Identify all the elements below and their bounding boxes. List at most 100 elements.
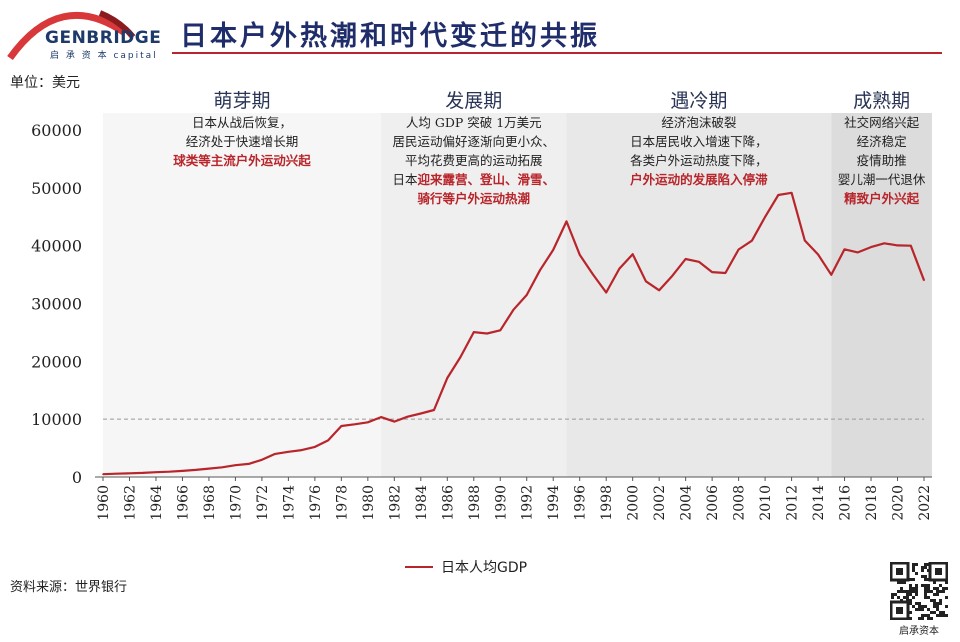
legend-swatch — [405, 566, 433, 568]
data-point — [287, 451, 290, 453]
data-point — [737, 248, 740, 251]
data-point — [592, 273, 594, 276]
highlight-text: 球类等主流户外运动兴起 — [173, 153, 311, 168]
data-point — [777, 194, 780, 196]
period-description: 经济泡沫破裂 日本居民收入增速下降， 各类户外运动热度下降， 户外运动的发展陷入停滞 — [579, 113, 819, 189]
data-point — [631, 253, 634, 255]
x-tick-label: 1974 — [281, 485, 297, 521]
x-tick-label: 1984 — [414, 485, 430, 521]
data-point — [102, 473, 104, 476]
x-tick-label: 1964 — [149, 485, 165, 521]
period-line: 疫情助推 — [762, 151, 960, 170]
x-tick-label: 2000 — [626, 485, 642, 521]
logo-name: GENBRIDGE — [45, 28, 162, 48]
data-point — [830, 274, 833, 276]
period-line: 精致户外兴起 — [762, 189, 960, 208]
text: 日本 — [392, 172, 418, 187]
x-tick-label: 1962 — [122, 485, 138, 521]
qr-code-icon — [890, 562, 948, 620]
data-point — [247, 463, 250, 465]
data-point — [512, 308, 515, 311]
data-point — [539, 269, 541, 271]
x-tick-label: 2022 — [917, 485, 933, 521]
data-point — [168, 470, 171, 473]
title-divider — [172, 52, 942, 54]
data-point — [870, 246, 872, 248]
legend-label: 日本人均GDP — [441, 560, 528, 576]
data-point — [711, 271, 713, 273]
x-tick-label: 1994 — [546, 485, 562, 521]
data-point — [698, 260, 700, 263]
y-tick-label: 0 — [72, 468, 82, 487]
period-line: 平均花费更高的运动拓展 — [354, 151, 594, 170]
data-point — [446, 377, 449, 379]
x-tick-label: 2012 — [785, 485, 801, 521]
data-point — [499, 329, 502, 332]
highlight-text: 精致户外兴起 — [844, 191, 920, 206]
data-point — [804, 239, 806, 242]
data-point — [896, 244, 899, 247]
unit-label: 单位：美元 — [10, 75, 80, 91]
x-tick-label: 1970 — [228, 485, 244, 521]
period-line: 人均 GDP 突破 1万美元 — [354, 113, 594, 132]
text: 日本居民收入增速下降， — [630, 134, 768, 149]
period-band — [103, 113, 382, 477]
source-note: 资料来源：世界银行 — [10, 580, 128, 595]
data-point — [883, 242, 886, 245]
data-point — [327, 439, 329, 442]
period-line: 球类等主流户外运动兴起 — [122, 151, 362, 170]
text: 平均花费更高的运动拓展 — [405, 153, 543, 168]
x-tick-label: 2010 — [758, 485, 774, 521]
period-band — [566, 113, 832, 477]
x-tick-label: 2006 — [705, 485, 721, 521]
period-title: 萌芽期 — [213, 90, 271, 112]
period-title: 成熟期 — [853, 90, 911, 112]
data-point — [314, 446, 316, 448]
x-tick-label: 1960 — [96, 485, 112, 521]
x-tick-label: 2016 — [838, 485, 854, 521]
x-tick-label: 1982 — [387, 485, 403, 521]
data-point — [645, 280, 647, 283]
period-description: 社交网络兴起 经济稳定 疫情助推 婴儿潮一代退休 精致户外兴起 — [762, 113, 960, 208]
period-line: 骑行等户外运动热潮 — [354, 189, 594, 208]
data-point — [459, 356, 462, 358]
text: 各类户外运动热度下降， — [630, 153, 768, 168]
qr-label: 启承资本 — [899, 626, 939, 637]
data-point — [234, 464, 237, 467]
text: 人均 GDP 突破 1万美元 — [405, 115, 542, 130]
logo-arch-icon — [7, 10, 136, 61]
x-tick-label: 1990 — [493, 485, 509, 521]
data-point — [274, 453, 276, 455]
y-tick-label: 10000 — [31, 410, 82, 429]
data-point — [420, 412, 422, 415]
period-description: 人均 GDP 突破 1万美元 居民运动偏好逐渐向更小众、 平均花费更高的运动拓展 日本… — [354, 113, 594, 208]
period-line: 日本迎来露营、登山、滑雪、 — [354, 170, 594, 189]
period-line: 经济稳定 — [762, 132, 960, 151]
data-point — [115, 472, 118, 475]
period-description: 日本从战后恢复， 经济处于快速增长期球类等主流户外运动兴起 — [122, 113, 362, 170]
data-point — [208, 467, 210, 470]
period-line: 日本从战后恢复， — [122, 113, 362, 132]
data-point — [684, 258, 687, 260]
data-point — [525, 294, 528, 296]
data-point — [909, 244, 912, 247]
period-title: 遇冷期 — [670, 90, 728, 112]
period-line: 经济处于快速增长期 — [122, 132, 362, 151]
data-point — [671, 274, 674, 277]
data-point — [261, 459, 263, 461]
data-point — [552, 249, 555, 251]
gdp-chart: 0 10000 20000 30000 40000 50000 60000 1960 1962 1… — [31, 113, 933, 521]
x-tick-label: 1992 — [520, 485, 536, 521]
data-point — [618, 267, 621, 270]
text: 经济泡沫破裂 — [661, 115, 737, 130]
legend: 日本人均GDP — [405, 557, 527, 577]
data-point — [221, 466, 223, 469]
data-point — [393, 420, 396, 423]
data-point — [751, 239, 753, 242]
x-tick-label: 1980 — [361, 485, 377, 521]
data-point — [923, 279, 925, 282]
period-line: 婴儿潮一代退休 — [762, 170, 960, 189]
text: 经济稳定 — [856, 134, 907, 149]
data-point — [856, 251, 859, 254]
